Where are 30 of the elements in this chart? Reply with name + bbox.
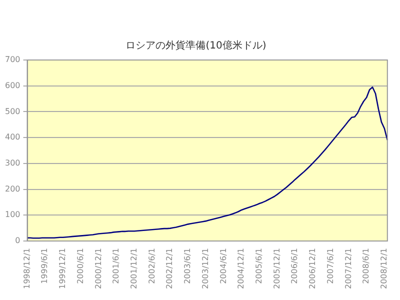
x-tick-label: 2004/12/1 xyxy=(236,248,246,290)
y-tick-label: 700 xyxy=(4,55,20,64)
x-tick-label: 2008/6/1 xyxy=(362,248,371,284)
x-tick-label: 2007/12/1 xyxy=(344,248,353,290)
text: ロシアの外貨準備(10億米ドル) xyxy=(126,40,266,52)
x-tick-label: 2003/12/1 xyxy=(200,248,210,290)
y-tick-label: 100 xyxy=(4,210,20,220)
x-tick-label: 2008/12/1 xyxy=(380,248,388,290)
x-tick-label: 2000/6/1 xyxy=(76,248,85,284)
x-tick-label: 2001/6/1 xyxy=(112,248,121,284)
x-tick-label: 2005/12/1 xyxy=(272,248,282,290)
x-tick-label: 2006/6/1 xyxy=(290,248,300,284)
x-tick-label: 2002/6/1 xyxy=(147,248,156,284)
x-tick-label: 2003/6/1 xyxy=(183,248,192,284)
x-tick-label: 1999/12/1 xyxy=(58,248,68,290)
x-tick-label: 2001/12/1 xyxy=(129,248,138,290)
y-tick-label: 400 xyxy=(4,132,20,142)
y-tick-label: 300 xyxy=(4,158,20,168)
x-tick-label: 2000/12/1 xyxy=(94,248,103,290)
x-tick-label: 2005/6/1 xyxy=(254,248,264,284)
x-tick-label: 1999/6/1 xyxy=(40,248,50,284)
x-tick-label: 2006/12/1 xyxy=(308,248,318,290)
y-tick-label: 0 xyxy=(15,236,20,246)
y-tick-label: 200 xyxy=(4,184,20,194)
x-tick-label: 2004/6/1 xyxy=(218,248,228,284)
x-tick-label: 1998/12/1 xyxy=(22,248,32,290)
y-tick-label: 500 xyxy=(4,106,20,116)
x-tick-label: 2002/12/1 xyxy=(165,248,174,290)
y-tick-label: 600 xyxy=(4,80,20,90)
x-tick-label: 2007/6/1 xyxy=(326,248,335,284)
